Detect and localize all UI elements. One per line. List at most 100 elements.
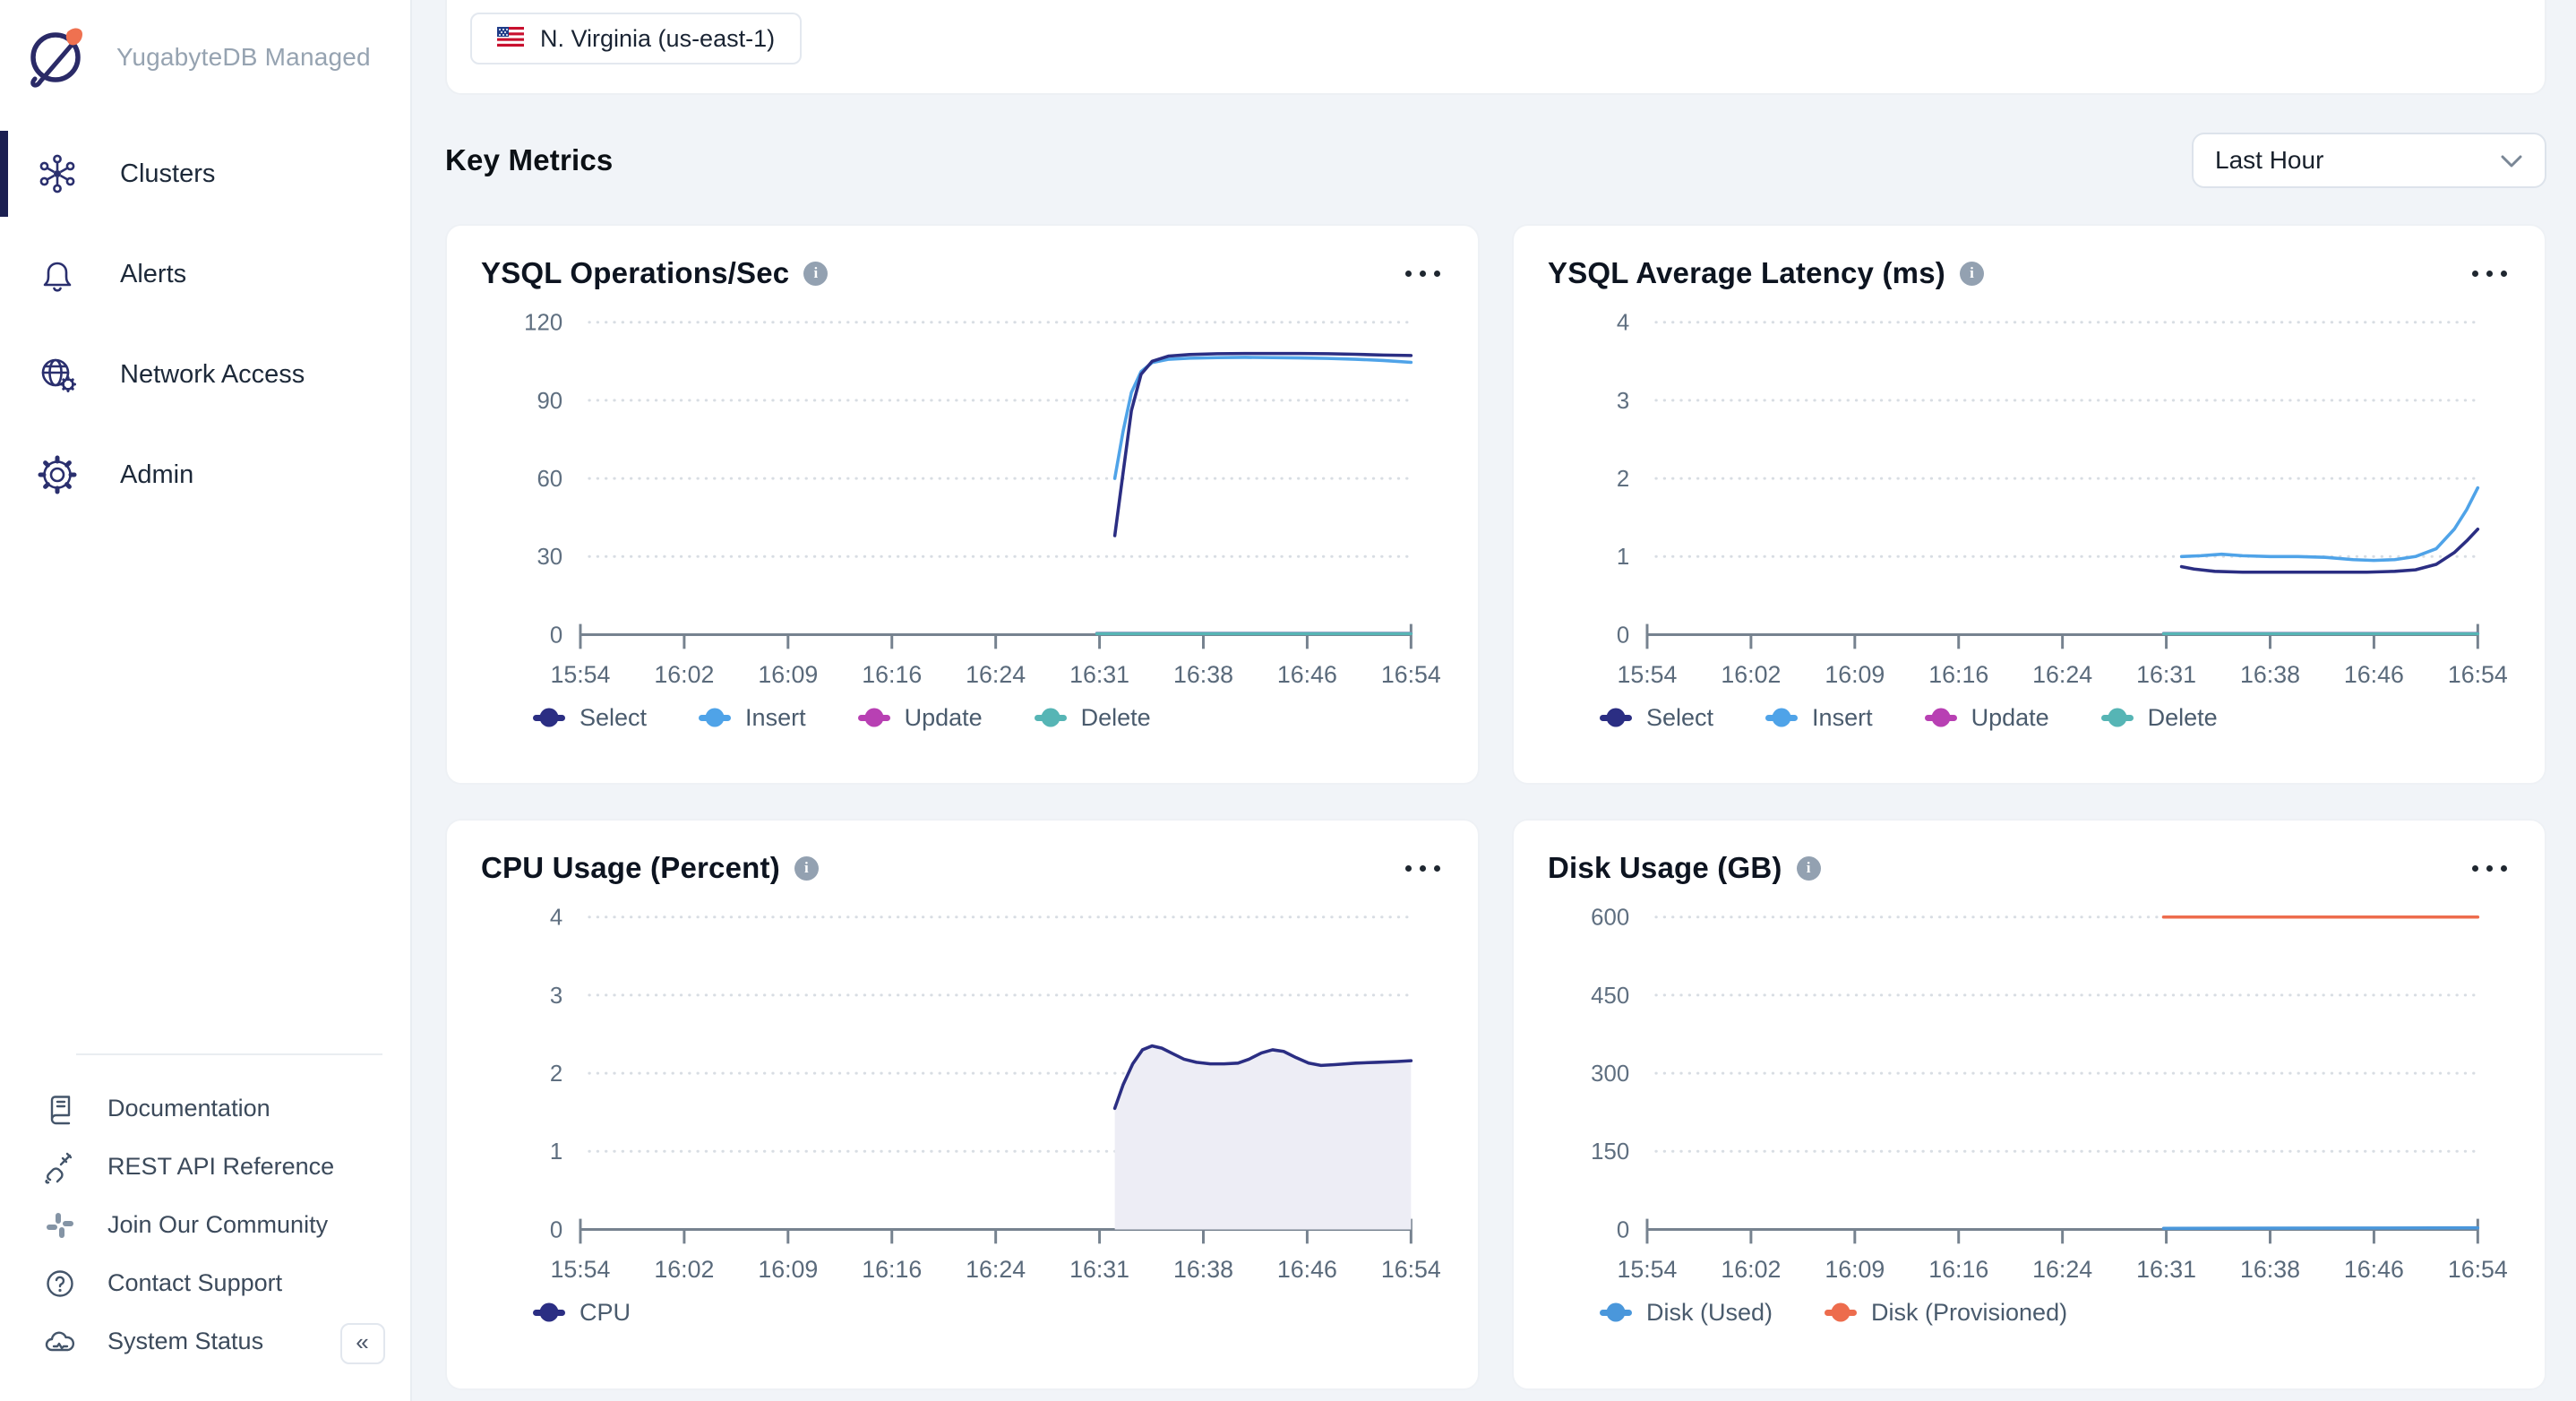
legend-marker bbox=[1925, 715, 1957, 721]
svg-text:1: 1 bbox=[1617, 545, 1629, 570]
footer-item-documentation[interactable]: Documentation bbox=[0, 1079, 412, 1138]
svg-text:3: 3 bbox=[1617, 389, 1629, 414]
legend-label: Update bbox=[1971, 704, 2049, 732]
footer-item-label: System Status bbox=[107, 1328, 263, 1355]
legend-label: Update bbox=[905, 704, 983, 732]
sidebar-item-alerts[interactable]: Alerts bbox=[0, 224, 410, 324]
chart-menu-button[interactable] bbox=[1402, 856, 1444, 881]
footer-item-community[interactable]: Join Our Community bbox=[0, 1196, 412, 1254]
svg-text:16:09: 16:09 bbox=[1825, 661, 1885, 688]
svg-text:16:38: 16:38 bbox=[1173, 1256, 1233, 1283]
section-title: Key Metrics bbox=[445, 143, 613, 177]
legend-label: Delete bbox=[2148, 704, 2218, 732]
svg-text:16:24: 16:24 bbox=[2032, 661, 2092, 688]
chart-legend: SelectInsertUpdateDelete bbox=[533, 704, 1444, 732]
region-label: N. Virginia (us-east-1) bbox=[540, 25, 775, 53]
svg-text:60: 60 bbox=[537, 467, 563, 492]
svg-text:16:46: 16:46 bbox=[2344, 661, 2404, 688]
sidebar: YugabyteDB Managed Clusters bbox=[0, 0, 412, 1401]
time-range-select[interactable]: Last Hour bbox=[2192, 133, 2546, 188]
chart-title: YSQL Operations/Sec bbox=[481, 256, 789, 290]
info-icon[interactable] bbox=[794, 856, 819, 881]
legend-label: Delete bbox=[1081, 704, 1151, 732]
legend-marker bbox=[533, 715, 565, 721]
footer-item-label: Join Our Community bbox=[107, 1211, 328, 1239]
info-icon[interactable] bbox=[1960, 262, 1984, 286]
ysql-latency-chart: 0123415:5416:0216:0916:1616:2416:3116:38… bbox=[1548, 296, 2511, 697]
svg-text:1: 1 bbox=[550, 1139, 562, 1165]
sidebar-nav: Clusters Alerts bbox=[0, 124, 410, 525]
legend-marker bbox=[1825, 1310, 1857, 1316]
svg-text:450: 450 bbox=[1591, 984, 1629, 1009]
svg-text:0: 0 bbox=[1617, 1217, 1629, 1242]
svg-text:16:46: 16:46 bbox=[1277, 1256, 1337, 1283]
svg-text:16:02: 16:02 bbox=[1721, 1256, 1781, 1283]
svg-text:16:31: 16:31 bbox=[2136, 661, 2196, 688]
svg-text:600: 600 bbox=[1591, 906, 1629, 931]
legend-marker bbox=[1600, 715, 1632, 721]
footer-item-label: Contact Support bbox=[107, 1269, 282, 1297]
cpu-usage-chart: 0123415:5416:0216:0916:1616:2416:3116:38… bbox=[481, 890, 1444, 1292]
svg-text:15:54: 15:54 bbox=[550, 661, 610, 688]
svg-text:150: 150 bbox=[1591, 1139, 1629, 1165]
chart-menu-button[interactable] bbox=[2469, 856, 2511, 881]
cluster-header-card: N. Virginia (us-east-1) bbox=[445, 0, 2546, 95]
svg-text:16:46: 16:46 bbox=[1277, 661, 1337, 688]
footer-item-rest-api[interactable]: REST API Reference bbox=[0, 1138, 412, 1196]
svg-text:16:54: 16:54 bbox=[1381, 661, 1441, 688]
sidebar-collapse-button[interactable] bbox=[340, 1323, 385, 1364]
svg-text:16:54: 16:54 bbox=[2448, 1256, 2508, 1283]
legend-label: Insert bbox=[745, 704, 806, 732]
legend-label: CPU bbox=[580, 1299, 631, 1327]
footer-item-label: Documentation bbox=[107, 1095, 270, 1122]
legend-item-update: Update bbox=[858, 704, 983, 732]
question-circle-icon bbox=[43, 1267, 77, 1301]
svg-text:16:09: 16:09 bbox=[758, 661, 818, 688]
chart-title: YSQL Average Latency (ms) bbox=[1548, 256, 1945, 290]
sidebar-item-clusters[interactable]: Clusters bbox=[0, 124, 410, 224]
bell-icon bbox=[36, 253, 79, 296]
info-icon[interactable] bbox=[803, 262, 828, 286]
svg-text:16:31: 16:31 bbox=[1069, 661, 1129, 688]
legend-item-select: Select bbox=[1600, 704, 1713, 732]
svg-text:90: 90 bbox=[537, 389, 563, 414]
svg-text:16:38: 16:38 bbox=[2240, 661, 2300, 688]
legend-marker bbox=[533, 1310, 565, 1316]
us-flag-icon bbox=[497, 25, 524, 53]
svg-text:16:38: 16:38 bbox=[2240, 1256, 2300, 1283]
info-icon[interactable] bbox=[1797, 856, 1821, 881]
svg-text:16:09: 16:09 bbox=[1825, 1256, 1885, 1283]
footer-item-label: REST API Reference bbox=[107, 1153, 334, 1181]
sidebar-item-admin[interactable]: Admin bbox=[0, 425, 410, 525]
sidebar-item-label: Alerts bbox=[120, 260, 186, 289]
svg-text:4: 4 bbox=[1617, 311, 1629, 336]
chart-title: CPU Usage (Percent) bbox=[481, 851, 780, 885]
legend-label: Select bbox=[1646, 704, 1713, 732]
chart-menu-button[interactable] bbox=[1402, 262, 1444, 286]
sidebar-item-network-access[interactable]: Network Access bbox=[0, 324, 410, 425]
legend-marker bbox=[1765, 715, 1798, 721]
chart-legend: CPU bbox=[533, 1299, 1444, 1327]
svg-text:2: 2 bbox=[550, 1061, 562, 1087]
svg-text:300: 300 bbox=[1591, 1061, 1629, 1087]
svg-text:16:24: 16:24 bbox=[966, 1256, 1026, 1283]
ysql-operations-chart: 030609012015:5416:0216:0916:1616:2416:31… bbox=[481, 296, 1444, 697]
chart-card-cpu-usage: CPU Usage (Percent) 0123415:5416:0216:09… bbox=[445, 819, 1480, 1390]
footer-item-support[interactable]: Contact Support bbox=[0, 1254, 412, 1312]
legend-marker bbox=[1600, 1310, 1632, 1316]
svg-text:16:02: 16:02 bbox=[1721, 661, 1781, 688]
svg-text:16:54: 16:54 bbox=[1381, 1256, 1441, 1283]
book-icon bbox=[43, 1092, 77, 1126]
plug-icon bbox=[43, 1150, 77, 1184]
svg-text:16:24: 16:24 bbox=[2032, 1256, 2092, 1283]
svg-text:16:31: 16:31 bbox=[1069, 1256, 1129, 1283]
svg-text:2: 2 bbox=[1617, 467, 1629, 492]
chart-menu-button[interactable] bbox=[2469, 262, 2511, 286]
region-chip[interactable]: N. Virginia (us-east-1) bbox=[470, 13, 802, 64]
svg-text:15:54: 15:54 bbox=[550, 1256, 610, 1283]
svg-text:16:54: 16:54 bbox=[2448, 661, 2508, 688]
chart-legend: Disk (Used)Disk (Provisioned) bbox=[1600, 1299, 2511, 1327]
clusters-icon bbox=[36, 152, 79, 195]
svg-text:120: 120 bbox=[524, 311, 562, 336]
sidebar-item-label: Admin bbox=[120, 460, 193, 490]
